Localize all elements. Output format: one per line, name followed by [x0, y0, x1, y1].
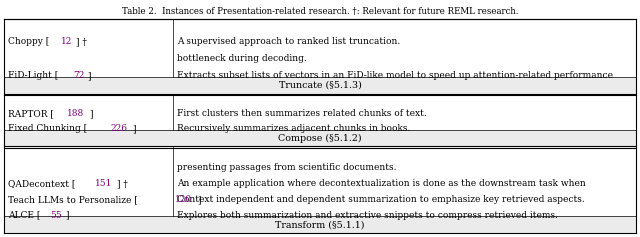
Text: An example application where decontextualization is done as the downstream task : An example application where decontextua…: [177, 179, 586, 188]
Text: 72: 72: [73, 71, 84, 80]
Text: Teach LLMs to Personalize [: Teach LLMs to Personalize [: [8, 195, 138, 204]
Text: Recursively summarizes adjacent chunks in books.: Recursively summarizes adjacent chunks i…: [177, 124, 411, 133]
Text: Explores both summarization and extractive snippets to compress retrieved items.: Explores both summarization and extracti…: [177, 211, 558, 220]
Text: Table 2.  Instances of Presentation-related research. †: Relevant for future REM: Table 2. Instances of Presentation-relat…: [122, 6, 518, 15]
Text: First clusters then summarizes related chunks of text.: First clusters then summarizes related c…: [177, 109, 427, 118]
Text: ] †: ] †: [117, 179, 128, 188]
Text: presenting passages from scientific documents.: presenting passages from scientific docu…: [177, 163, 397, 172]
Text: ]: ]: [198, 195, 201, 204]
Text: A supervised approach to ranked list truncation.: A supervised approach to ranked list tru…: [177, 37, 401, 46]
Text: 188: 188: [67, 109, 84, 118]
Text: Extracts subset lists of vectors in an FiD-like model to speed up attention-rela: Extracts subset lists of vectors in an F…: [177, 71, 613, 80]
Text: ]: ]: [88, 71, 91, 80]
Text: ]: ]: [132, 124, 136, 133]
Text: Choppy [: Choppy [: [8, 37, 49, 46]
Text: Context independent and dependent summarization to emphasize key retrieved aspec: Context independent and dependent summar…: [177, 195, 585, 204]
Bar: [4, 216, 636, 233]
Bar: [4, 130, 636, 146]
Text: ]: ]: [65, 211, 68, 220]
Text: 55: 55: [50, 211, 61, 220]
Text: Fixed Chunking [: Fixed Chunking [: [8, 124, 87, 133]
Text: 12: 12: [61, 37, 72, 46]
Text: Transform (§5.1.1): Transform (§5.1.1): [275, 220, 365, 229]
Text: RAPTOR [: RAPTOR [: [8, 109, 54, 118]
Text: ]: ]: [90, 109, 93, 118]
Text: Truncate (§5.1.3): Truncate (§5.1.3): [278, 81, 362, 90]
Text: 120: 120: [175, 195, 193, 204]
Text: 226: 226: [110, 124, 127, 133]
Text: ] †: ] †: [76, 37, 86, 46]
Text: FiD-Light [: FiD-Light [: [8, 71, 58, 80]
Text: ALCE [: ALCE [: [8, 211, 40, 220]
Text: bottleneck during decoding.: bottleneck during decoding.: [177, 54, 307, 63]
Bar: [4, 77, 636, 94]
Text: QADecontext [: QADecontext [: [8, 179, 76, 188]
Text: 151: 151: [95, 179, 112, 188]
Text: Compose (§5.1.2): Compose (§5.1.2): [278, 133, 362, 143]
